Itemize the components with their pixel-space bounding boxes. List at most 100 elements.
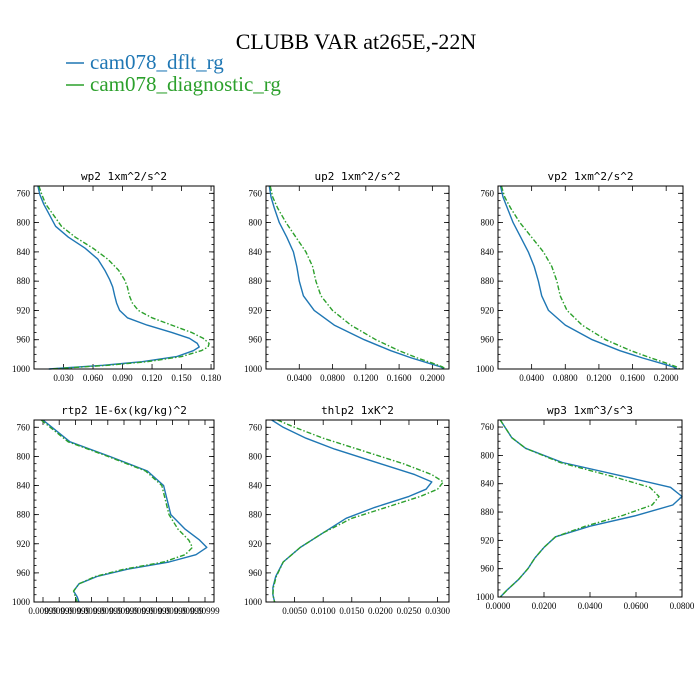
y-tick-label: 800 xyxy=(17,218,31,228)
y-tick-label: 920 xyxy=(481,535,495,545)
y-tick-label: 880 xyxy=(481,276,495,286)
legend-label-dflt: cam078_dflt_rg xyxy=(90,50,224,74)
y-tick-label: 880 xyxy=(249,276,263,286)
x-tick-label: 0.00999 xyxy=(77,606,107,616)
panel-2: up2 1xm^2/s^2 760 800 840 880 920 960 1000 0.040… xyxy=(244,170,450,383)
series-line-diagnostic xyxy=(269,185,447,370)
x-tick-label: 0.00999 xyxy=(61,606,91,616)
x-tick-label: 0.0250 xyxy=(397,606,422,616)
x-tick-label: 0.1200 xyxy=(587,373,612,383)
y-tick-label: 920 xyxy=(249,305,263,315)
y-tick-label: 840 xyxy=(249,247,263,257)
x-tick-label: 0.0800 xyxy=(670,601,695,611)
y-tick-label: 840 xyxy=(17,481,31,491)
figure-title: CLUBB VAR at265E,-22N xyxy=(236,29,477,54)
y-tick-label: 920 xyxy=(481,305,495,315)
x-tick-label: 0.00999 xyxy=(190,606,220,616)
series-line-diagnostic xyxy=(272,419,444,603)
y-tick-label: 840 xyxy=(481,479,495,489)
x-tick-label: 0.120 xyxy=(142,373,163,383)
y-tick-label: 1000 xyxy=(244,597,263,607)
y-tick-label: 1000 xyxy=(244,364,263,374)
x-tick-label: 0.0000 xyxy=(486,601,511,611)
panel-title: wp2 1xm^2/s^2 xyxy=(81,170,167,183)
x-tick-label: 0.00999 xyxy=(158,606,188,616)
y-tick-label: 760 xyxy=(249,188,263,198)
y-tick-label: 880 xyxy=(17,510,31,520)
panel-title: vp2 1xm^2/s^2 xyxy=(547,170,633,183)
x-tick-label: 0.00999 xyxy=(109,606,139,616)
series-line-diagnostic xyxy=(40,419,194,603)
y-tick-label: 960 xyxy=(17,335,31,345)
panel-title: thlp2 1xK^2 xyxy=(321,404,394,417)
x-tick-label: 0.00999 xyxy=(174,606,204,616)
panels: wp2 1xm^2/s^2 760 800 840 880 920 960 1000 0.030… xyxy=(12,170,695,616)
plot-frame xyxy=(265,185,450,370)
x-tick-label: 0.030 xyxy=(53,373,74,383)
y-tick-label: 920 xyxy=(17,539,31,549)
y-tick-label: 760 xyxy=(17,188,31,198)
y-tick-label: 800 xyxy=(481,450,495,460)
x-tick-label: 0.0400 xyxy=(519,373,544,383)
legend-label-diagnostic: cam078_diagnostic_rg xyxy=(90,72,281,96)
y-tick-label: 1000 xyxy=(12,597,31,607)
y-tick-label: 880 xyxy=(249,510,263,520)
y-tick-label: 880 xyxy=(17,276,31,286)
y-tick-label: 1000 xyxy=(476,364,495,374)
x-tick-label: 0.060 xyxy=(83,373,104,383)
panel-5: thlp2 1xK^2 760 800 840 880 920 960 1000 0.0050 0… xyxy=(244,404,450,616)
series-line-dflt xyxy=(42,419,208,603)
x-tick-label: 0.0150 xyxy=(339,606,364,616)
x-tick-label: 0.0200 xyxy=(532,601,557,611)
series-line-dflt xyxy=(37,185,200,370)
x-tick-label: 0.00999 xyxy=(93,606,123,616)
series-line-dflt xyxy=(268,185,445,370)
panel-6: wp3 1xm^3/s^3 760 800 840 880 920 960 10000.000… xyxy=(476,404,695,611)
x-tick-label: 0.1600 xyxy=(620,373,645,383)
y-tick-label: 760 xyxy=(481,188,495,198)
y-tick-label: 800 xyxy=(249,451,263,461)
x-tick-label: 0.0800 xyxy=(320,373,345,383)
series-line-dflt xyxy=(499,185,678,370)
x-tick-label: 0.00999 xyxy=(142,606,172,616)
series-line-diagnostic xyxy=(499,419,660,598)
panel-3: vp2 1xm^2/s^2 760 800 840 880 920 960 1000 0.040… xyxy=(476,170,684,383)
y-tick-label: 880 xyxy=(481,507,495,517)
x-tick-label: 0.180 xyxy=(201,373,222,383)
series-line-dflt xyxy=(271,419,433,603)
panel-title: wp3 1xm^3/s^3 xyxy=(547,404,633,417)
x-tick-label: 0.2000 xyxy=(654,373,679,383)
panel-1: wp2 1xm^2/s^2 760 800 840 880 920 960 1000 0.030… xyxy=(12,170,222,383)
y-tick-label: 960 xyxy=(249,568,263,578)
x-tick-label: 0.00999 xyxy=(126,606,156,616)
plot-frame xyxy=(33,185,215,370)
y-tick-label: 840 xyxy=(17,247,31,257)
y-tick-label: 960 xyxy=(17,568,31,578)
y-tick-label: 960 xyxy=(481,335,495,345)
panel-4: rtp2 1E-6x(kg/kg)^2 760 800 840 880 920 960 100… xyxy=(12,404,220,616)
series-line-diagnostic xyxy=(500,185,680,370)
x-tick-label: 0.0100 xyxy=(311,606,336,616)
plot-frame xyxy=(265,419,450,603)
x-tick-label: 0.2000 xyxy=(420,373,445,383)
series-line-diagnostic xyxy=(38,185,210,370)
y-tick-label: 960 xyxy=(249,335,263,345)
y-tick-label: 840 xyxy=(249,481,263,491)
y-tick-label: 960 xyxy=(481,564,495,574)
x-tick-label: 0.0600 xyxy=(624,601,649,611)
legend: cam078_dflt_rg cam078_diagnostic_rg xyxy=(66,50,281,96)
x-tick-label: 0.0050 xyxy=(282,606,307,616)
x-tick-label: 0.00999 xyxy=(28,606,58,616)
x-tick-label: 0.1600 xyxy=(387,373,412,383)
panel-title: rtp2 1E-6x(kg/kg)^2 xyxy=(61,404,187,417)
y-tick-label: 800 xyxy=(481,218,495,228)
x-tick-label: 0.0400 xyxy=(578,601,603,611)
y-tick-label: 920 xyxy=(249,539,263,549)
y-tick-label: 1000 xyxy=(476,592,495,602)
y-tick-label: 920 xyxy=(17,305,31,315)
y-tick-label: 840 xyxy=(481,247,495,257)
x-tick-label: 0.0800 xyxy=(553,373,578,383)
y-tick-label: 800 xyxy=(17,451,31,461)
y-tick-label: 760 xyxy=(249,422,263,432)
